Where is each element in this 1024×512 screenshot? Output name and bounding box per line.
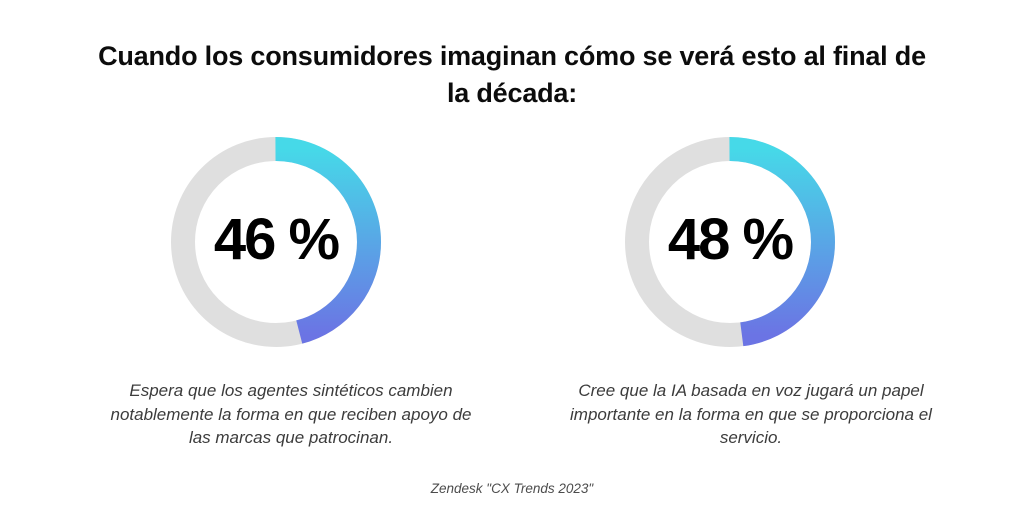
donut-chart-left: 46 % xyxy=(166,132,386,352)
donut-arc-right xyxy=(625,137,835,347)
page-title: Cuando los consumidores imaginan cómo se… xyxy=(0,38,1024,112)
donut-svg-right xyxy=(625,137,835,347)
donut-caption-left: Espera que los agentes sintéticos cambie… xyxy=(110,381,472,447)
percent-value-right: 48 % xyxy=(667,206,794,272)
donut-caption-right: Cree que la IA basada en voz jugará un p… xyxy=(570,381,932,447)
page-title-line-2: la década: xyxy=(446,78,578,108)
donut-arc-left xyxy=(171,137,381,347)
percent-value-left: 46 % xyxy=(213,206,340,272)
donut-svg-left xyxy=(171,137,381,347)
donut-chart-right: 48 % xyxy=(620,132,840,352)
page-title-line-1: Cuando los consumidores imaginan cómo se… xyxy=(98,41,926,71)
source-attribution: Zendesk "CX Trends 2023" xyxy=(430,481,594,496)
